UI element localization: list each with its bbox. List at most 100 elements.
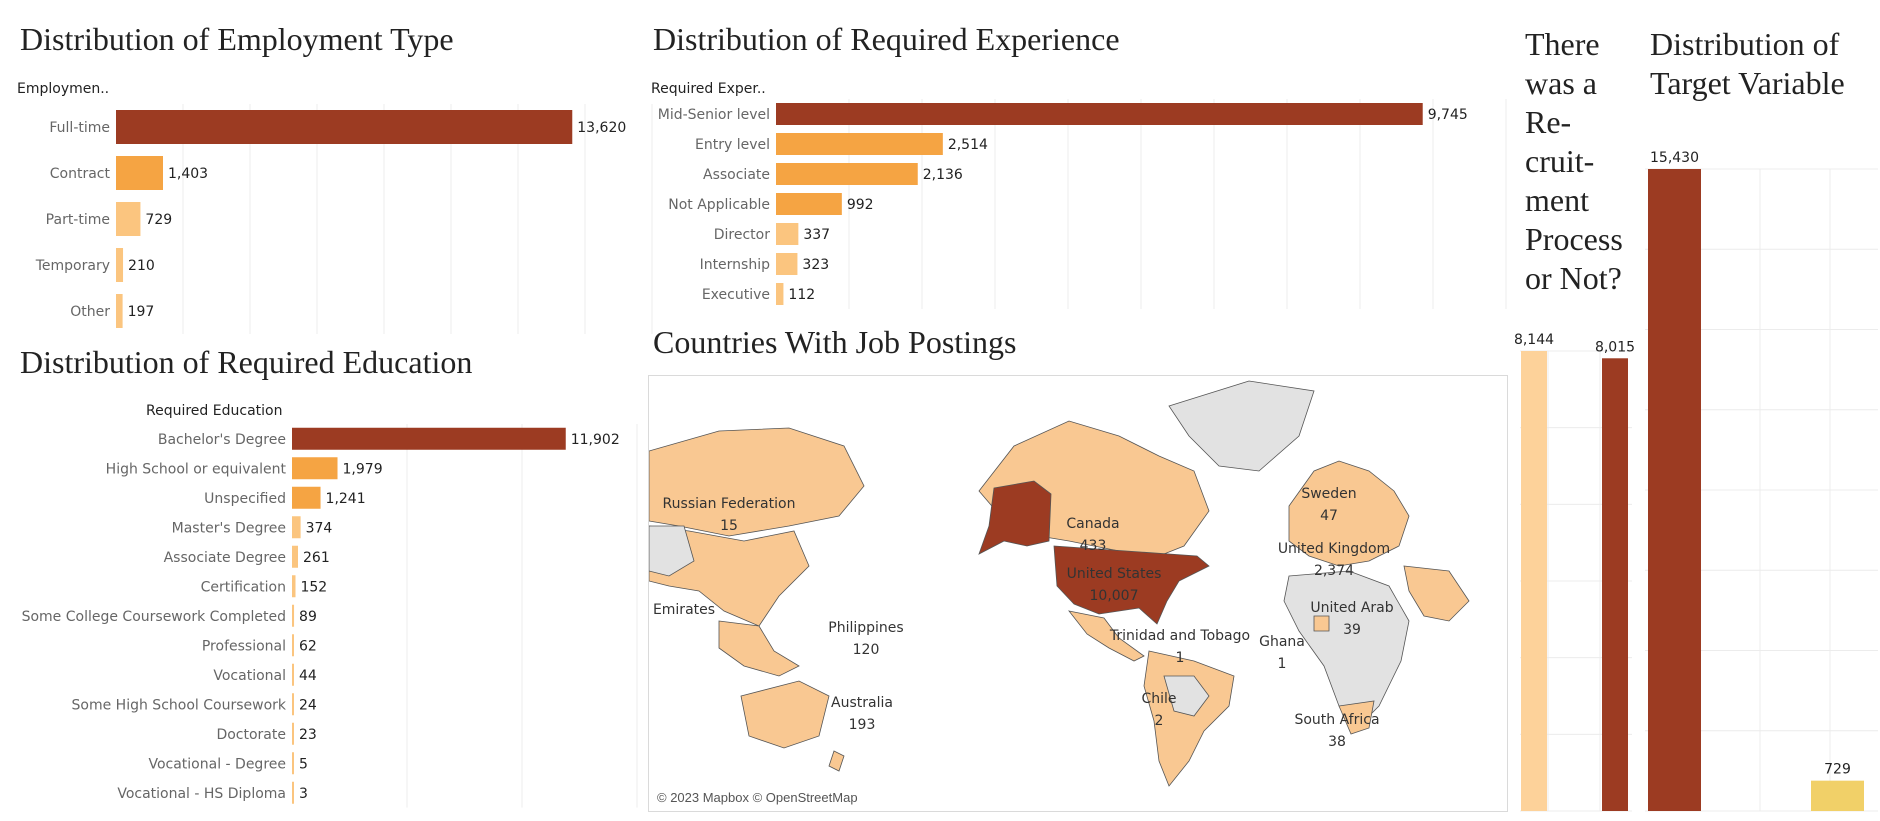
map-country-count: 47	[1320, 508, 1338, 524]
education-value-label: 44	[299, 668, 317, 684]
employment-value-label: 197	[128, 304, 155, 320]
education-bar[interactable]	[292, 604, 295, 627]
education-category-label: Doctorate	[216, 727, 286, 743]
education-bar[interactable]	[292, 516, 301, 539]
employment-chart-title: Distribution of Employment Type	[20, 21, 454, 57]
education-bar[interactable]	[292, 693, 294, 716]
recruitment-bar[interactable]	[1602, 358, 1628, 811]
experience-bar[interactable]	[776, 193, 842, 215]
experience-bar[interactable]	[776, 133, 943, 155]
recruitment-value-label: 8,144	[1514, 332, 1554, 348]
education-category-label: High School or equivalent	[106, 461, 287, 477]
education-value-label: 62	[299, 638, 317, 654]
education-bar[interactable]	[292, 781, 294, 804]
recruitment-title-line: ment	[1525, 182, 1589, 218]
australia-shape[interactable]	[740, 680, 830, 749]
employment-bar[interactable]	[116, 202, 141, 236]
map-country-count: 15	[720, 518, 738, 534]
experience-value-label: 992	[847, 197, 874, 213]
experience-category-label: Executive	[702, 287, 770, 303]
target-bar[interactable]	[1648, 169, 1701, 811]
employment-category-label: Contract	[50, 166, 111, 182]
map-country-count: 39	[1343, 622, 1361, 638]
south-america-gray-shape[interactable]	[1163, 675, 1210, 717]
mexico-shape[interactable]	[1068, 610, 1145, 662]
map-country-count: 120	[853, 642, 880, 658]
education-bar[interactable]	[292, 457, 338, 480]
target-bar[interactable]	[1811, 780, 1864, 811]
education-field-label[interactable]: Required Education	[146, 403, 283, 419]
arabia-shape[interactable]	[1403, 565, 1470, 622]
education-value-label: 89	[299, 609, 317, 625]
map-country-name: Ghana	[1259, 634, 1305, 650]
employment-category-label: Other	[70, 304, 110, 320]
map-country-name: Philippines	[828, 620, 903, 636]
map-country-name: Emirates	[653, 602, 715, 618]
recruitment-title-line: There	[1525, 26, 1600, 62]
map-country-name: South Africa	[1294, 712, 1379, 728]
experience-category-label: Internship	[700, 257, 771, 273]
experience-category-label: Not Applicable	[668, 197, 770, 213]
education-bar[interactable]	[292, 722, 294, 745]
experience-bar[interactable]	[776, 103, 1423, 125]
experience-value-label: 2,136	[923, 167, 963, 183]
recruitment-bar[interactable]	[1521, 351, 1547, 811]
education-bar[interactable]	[292, 634, 294, 657]
experience-bar[interactable]	[776, 253, 798, 275]
target-value-label: 729	[1824, 762, 1851, 778]
ghana-shape[interactable]	[1313, 615, 1330, 632]
recruitment-title-line: Process	[1525, 221, 1623, 257]
education-bar[interactable]	[292, 752, 294, 775]
employment-value-label: 729	[145, 212, 172, 228]
recruitment-value-label: 8,015	[1595, 339, 1635, 355]
map-land-layer	[649, 380, 1470, 787]
education-category-label: Certification	[201, 579, 286, 595]
experience-value-label: 2,514	[948, 137, 988, 153]
russia-shape[interactable]	[649, 427, 865, 537]
europe-shape[interactable]	[1288, 460, 1410, 567]
experience-field-label[interactable]: Required Exper..	[651, 81, 766, 97]
employment-field-label[interactable]: Employmen..	[17, 81, 110, 97]
experience-bar[interactable]	[776, 163, 918, 185]
education-category-label: Unspecified	[204, 491, 286, 507]
experience-bar[interactable]	[776, 223, 799, 245]
alaska-shape[interactable]	[978, 480, 1052, 555]
map-country-name: Canada	[1066, 516, 1119, 532]
employment-bar[interactable]	[116, 110, 573, 144]
world-map-canvas[interactable]: Russian Federation 15 Canada 433 Sweden 47 Uni…	[649, 376, 1507, 811]
employment-category-label: Full-time	[49, 120, 110, 136]
central-asia-gray-shape[interactable]	[649, 525, 695, 577]
education-bar[interactable]	[292, 575, 296, 598]
education-bar[interactable]	[292, 427, 566, 450]
experience-value-label: 9,745	[1428, 107, 1468, 123]
greenland-shape[interactable]	[1168, 380, 1315, 472]
southeast-asia-shape[interactable]	[718, 620, 800, 677]
map-country-count: 193	[849, 717, 876, 733]
new-zealand-shape[interactable]	[828, 750, 845, 772]
education-bar[interactable]	[292, 663, 294, 686]
experience-bar[interactable]	[776, 283, 784, 305]
education-bar[interactable]	[292, 486, 321, 509]
countries-map[interactable]: Russian Federation 15 Canada 433 Sweden 47 Uni…	[648, 375, 1508, 812]
recruitment-title-line: was a	[1525, 65, 1597, 101]
united-states-shape[interactable]	[1053, 545, 1210, 625]
education-value-label: 24	[299, 697, 317, 713]
education-value-label: 5	[299, 756, 308, 772]
map-country-name: United Kingdom	[1278, 541, 1390, 557]
employment-bar[interactable]	[116, 156, 164, 190]
education-category-label: Vocational - HS Diploma	[117, 786, 286, 802]
experience-category-label: Mid-Senior level	[658, 107, 770, 123]
employment-bar[interactable]	[116, 294, 123, 328]
employment-bar[interactable]	[116, 248, 124, 282]
map-country-count: 1	[1278, 656, 1287, 672]
education-bar[interactable]	[292, 545, 299, 568]
map-country-name: Russian Federation	[663, 496, 796, 512]
south-africa-shape[interactable]	[1338, 700, 1375, 735]
education-category-label: Master's Degree	[172, 520, 286, 536]
education-category-label: Vocational - Degree	[148, 756, 286, 772]
employment-value-label: 210	[128, 258, 155, 274]
